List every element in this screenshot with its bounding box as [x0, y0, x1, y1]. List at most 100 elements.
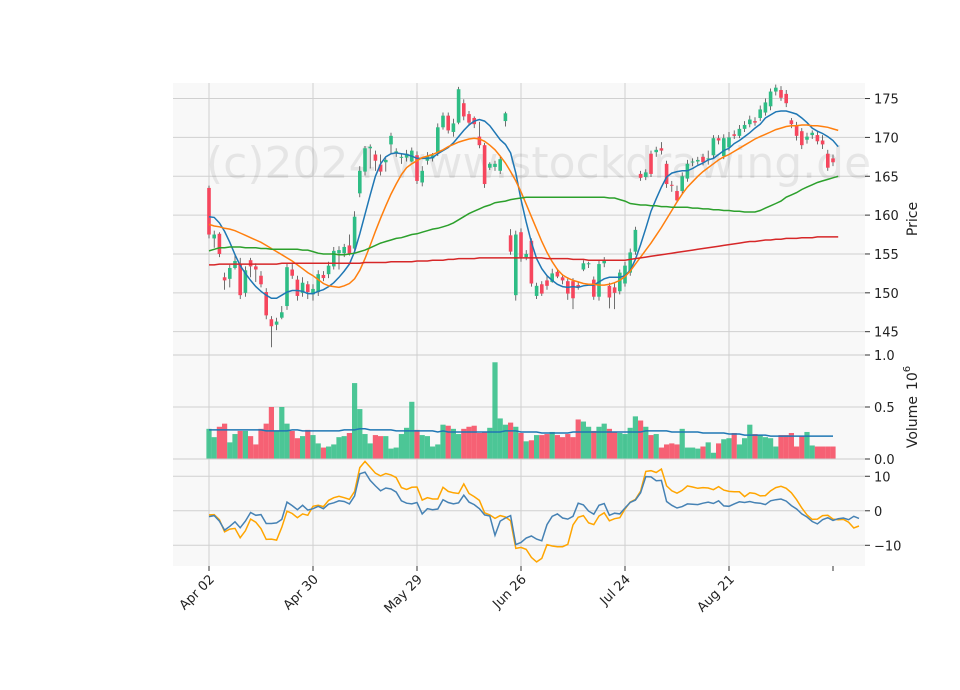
volume-bar — [747, 424, 753, 459]
volume-bar — [378, 436, 384, 459]
volume-bars — [206, 362, 836, 459]
price-ma20-line — [208, 175, 839, 256]
volume-bar — [456, 434, 462, 459]
candle-body — [347, 245, 352, 254]
candle-body — [794, 124, 799, 136]
candle-body — [774, 87, 778, 92]
candle-body — [711, 138, 716, 156]
volume-bar — [263, 423, 269, 459]
candle-body — [690, 161, 695, 163]
candle-body — [519, 232, 523, 258]
volume-bar — [305, 429, 311, 459]
volume-bar — [825, 446, 831, 459]
candle-body — [748, 119, 752, 125]
price-tick-label: 175 — [874, 93, 899, 108]
volume-bar — [768, 438, 774, 459]
candle-body — [727, 137, 731, 148]
candle-body — [404, 153, 409, 158]
candle-body — [638, 173, 643, 178]
volume-bar — [544, 434, 550, 459]
candle-body — [436, 127, 440, 153]
candle-body — [768, 91, 773, 107]
candle-body — [248, 260, 253, 267]
candle-body — [815, 135, 820, 142]
candle-body — [550, 273, 554, 282]
volume-bar — [674, 444, 680, 459]
candle-body — [337, 250, 341, 254]
candle-body — [280, 312, 284, 318]
candle-body — [228, 267, 232, 279]
volume-bar — [799, 436, 805, 459]
candle-body — [524, 253, 528, 258]
volume-bar — [736, 444, 742, 459]
price-tick-label: 165 — [874, 170, 899, 185]
volume-bar — [731, 433, 737, 459]
price-ma60-line — [209, 236, 839, 266]
candle-body — [441, 115, 445, 128]
volume-bar — [596, 426, 602, 459]
volume-axis-label: Volume — [905, 396, 921, 448]
price-tick-label: 170 — [874, 131, 899, 146]
volume-bar — [575, 419, 581, 459]
volume-bar — [653, 434, 659, 459]
candle-body — [503, 113, 508, 122]
candle-body — [363, 148, 367, 172]
volume-bar — [414, 429, 420, 459]
volume-bar — [601, 423, 607, 459]
price-tick-label: 155 — [874, 248, 899, 263]
candle-body — [540, 284, 544, 294]
volume-bar — [388, 448, 394, 459]
volume-bar — [638, 420, 644, 459]
volume-bar — [690, 447, 696, 459]
oscillator-tick-label: 10 — [874, 470, 891, 485]
volume-bar — [523, 441, 529, 459]
candle-body — [758, 109, 762, 118]
volume-bar — [710, 452, 716, 459]
volume-bar — [591, 430, 597, 459]
volume-bar — [664, 444, 670, 459]
candle-body — [545, 280, 549, 286]
candle-body — [212, 234, 216, 239]
candle-body — [675, 191, 679, 201]
volume-bar — [643, 426, 649, 459]
candle-body — [321, 274, 326, 279]
candle-body — [696, 159, 700, 162]
candle-body — [352, 216, 357, 249]
candle-body — [607, 285, 612, 298]
candle-body — [238, 264, 242, 296]
volume-bar — [606, 428, 612, 459]
watermark: (c)2024 www.stockdrawing.de — [206, 138, 871, 189]
candle-body — [805, 136, 809, 140]
volume-bar — [279, 407, 285, 459]
candle-body — [633, 229, 638, 252]
volume-bar — [346, 433, 352, 459]
candle-body — [285, 267, 289, 307]
volume-bar — [773, 446, 779, 459]
candle-body — [534, 285, 539, 296]
volume-bar — [274, 430, 280, 459]
candle-body — [571, 281, 575, 299]
volume-bar — [211, 437, 217, 459]
candle-body — [763, 102, 768, 113]
volume-bar — [482, 431, 488, 459]
candle-body — [243, 270, 248, 293]
volume-bar — [513, 426, 519, 459]
oscillator-tick-label: 0 — [874, 505, 882, 520]
volume-bar — [248, 436, 254, 459]
volume-bar — [658, 447, 664, 459]
volume-bar — [398, 434, 404, 459]
volume-bar — [788, 433, 794, 459]
price-candles — [207, 84, 835, 348]
x-tick-label: May 29 — [382, 572, 426, 616]
candle-body — [467, 114, 471, 123]
candle-body — [597, 264, 601, 297]
volume-bar — [487, 427, 493, 459]
volume-bar — [367, 443, 373, 459]
volume-bar — [320, 447, 326, 459]
candle-body — [680, 176, 684, 192]
volume-bar — [627, 427, 633, 459]
candle-body — [311, 288, 315, 295]
candle-body — [800, 131, 804, 146]
candle-body — [654, 149, 658, 153]
